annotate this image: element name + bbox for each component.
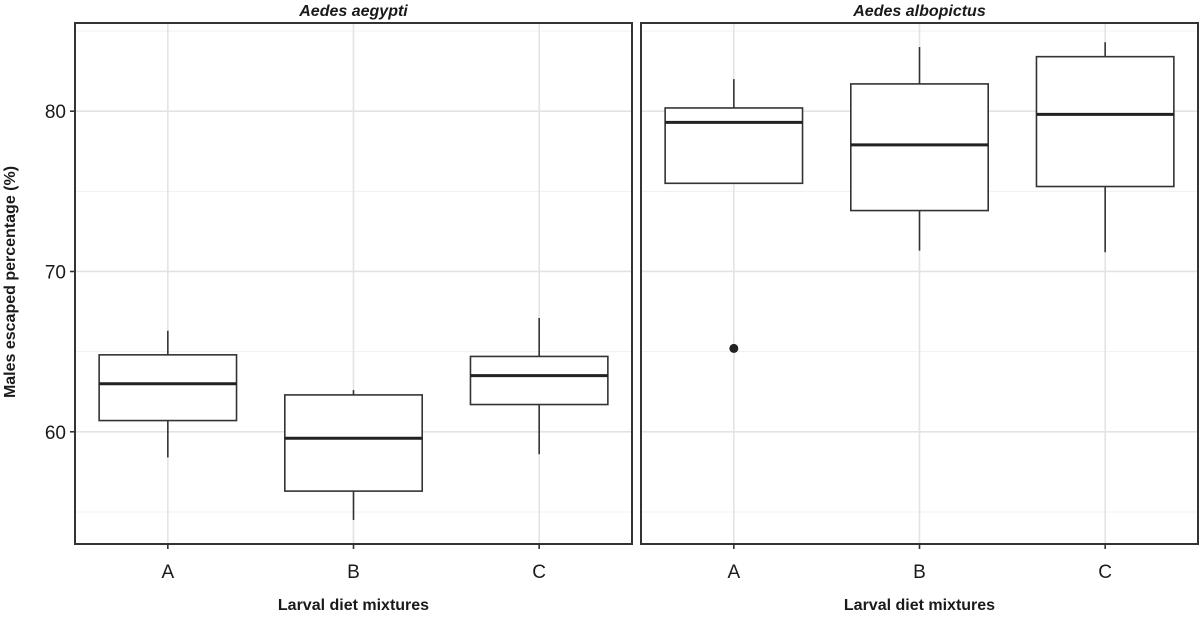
box-iqr: [850, 83, 989, 212]
box-A: [98, 330, 238, 458]
panel-2: Aedes albopictus A B C Larval diet mixtures: [640, 3, 1199, 614]
y-tick-label: 60: [45, 423, 66, 444]
box-iqr: [98, 354, 238, 422]
x-tick-label: A: [727, 562, 740, 583]
x-tick-label: A: [161, 562, 174, 583]
box-A: [664, 79, 804, 353]
y-tick-label: 70: [45, 262, 66, 283]
x-tick-label: C: [1098, 562, 1112, 583]
x-axis-title: Larval diet mixtures: [278, 597, 429, 614]
box-C: [469, 317, 609, 455]
box-iqr: [469, 355, 609, 406]
box-iqr: [664, 107, 804, 185]
box-iqr: [284, 394, 423, 492]
y-axis-title: Males escaped percentage (%): [2, 166, 19, 398]
x-tick-label: B: [347, 562, 360, 583]
box-iqr: [1035, 55, 1175, 188]
panel-title: Aedes aegypti: [298, 3, 408, 20]
box-C: [1035, 42, 1175, 253]
x-axis-title: Larval diet mixtures: [844, 597, 995, 614]
box-B: [284, 390, 423, 520]
x-tick-label: B: [913, 562, 926, 583]
outlier-point: [729, 343, 739, 353]
box-B: [850, 47, 989, 251]
x-tick-label: C: [532, 562, 546, 583]
panel-1: Aedes aegypti A B C Larval diet mixtures: [74, 3, 633, 614]
y-tick-label: 80: [45, 102, 66, 123]
panel-title: Aedes albopictus: [852, 3, 986, 20]
